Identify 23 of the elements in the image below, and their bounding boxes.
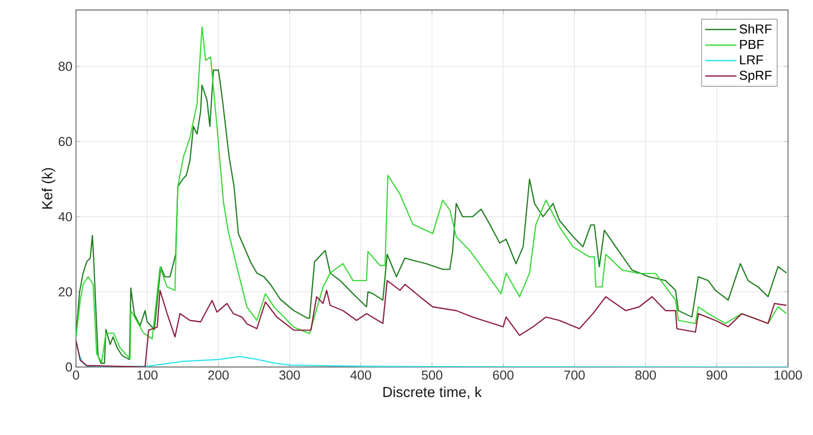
y-tick-label: 40 xyxy=(58,212,72,222)
line-series xyxy=(76,280,788,367)
x-tick-label: 1000 xyxy=(774,370,802,380)
y-axis-title: Kef (k) xyxy=(42,168,56,209)
x-tick-label: 100 xyxy=(137,370,158,380)
y-tick-label: 0 xyxy=(66,362,72,372)
legend-label: SpRF xyxy=(740,70,772,82)
x-tick-label: 900 xyxy=(706,370,728,380)
y-tick-label: 80 xyxy=(58,62,72,71)
x-axis-title: Discrete time, k xyxy=(383,386,482,399)
legend-label: ShRF xyxy=(740,24,772,34)
x-tick-label: 500 xyxy=(422,370,442,380)
x-tick-label: 800 xyxy=(635,370,656,380)
legend-label: PBF xyxy=(740,40,764,49)
legend-label: LRF xyxy=(740,55,763,64)
y-tick-label: 60 xyxy=(58,136,72,146)
x-tick-label: 600 xyxy=(493,370,514,380)
x-tick-label: 0 xyxy=(72,370,80,380)
x-tick-label: 700 xyxy=(564,370,585,380)
x-tick-label: 400 xyxy=(350,370,372,380)
x-tick-label: 300 xyxy=(279,370,300,380)
x-tick-label: 200 xyxy=(208,370,229,380)
y-tick-label: 20 xyxy=(58,287,72,296)
